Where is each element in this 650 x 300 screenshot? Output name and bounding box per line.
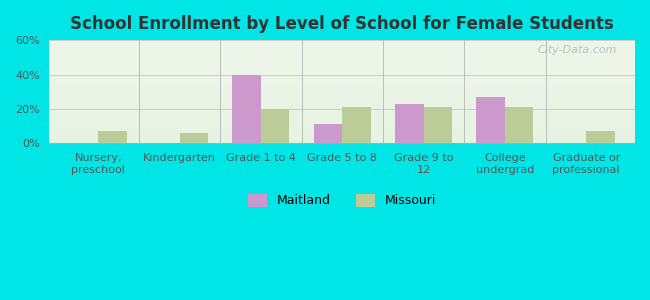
Title: School Enrollment by Level of School for Female Students: School Enrollment by Level of School for… [70, 15, 614, 33]
Legend: Maitland, Missouri: Maitland, Missouri [243, 189, 441, 212]
Bar [314, 124, 343, 143]
Bar [179, 133, 208, 143]
Bar [586, 131, 615, 143]
Bar [476, 97, 505, 143]
Bar [343, 107, 370, 143]
Bar [395, 104, 424, 143]
Text: City-Data.com: City-Data.com [538, 45, 617, 55]
Bar [261, 109, 289, 143]
Bar [424, 107, 452, 143]
Bar [505, 107, 534, 143]
Bar [98, 131, 127, 143]
Bar [233, 74, 261, 143]
